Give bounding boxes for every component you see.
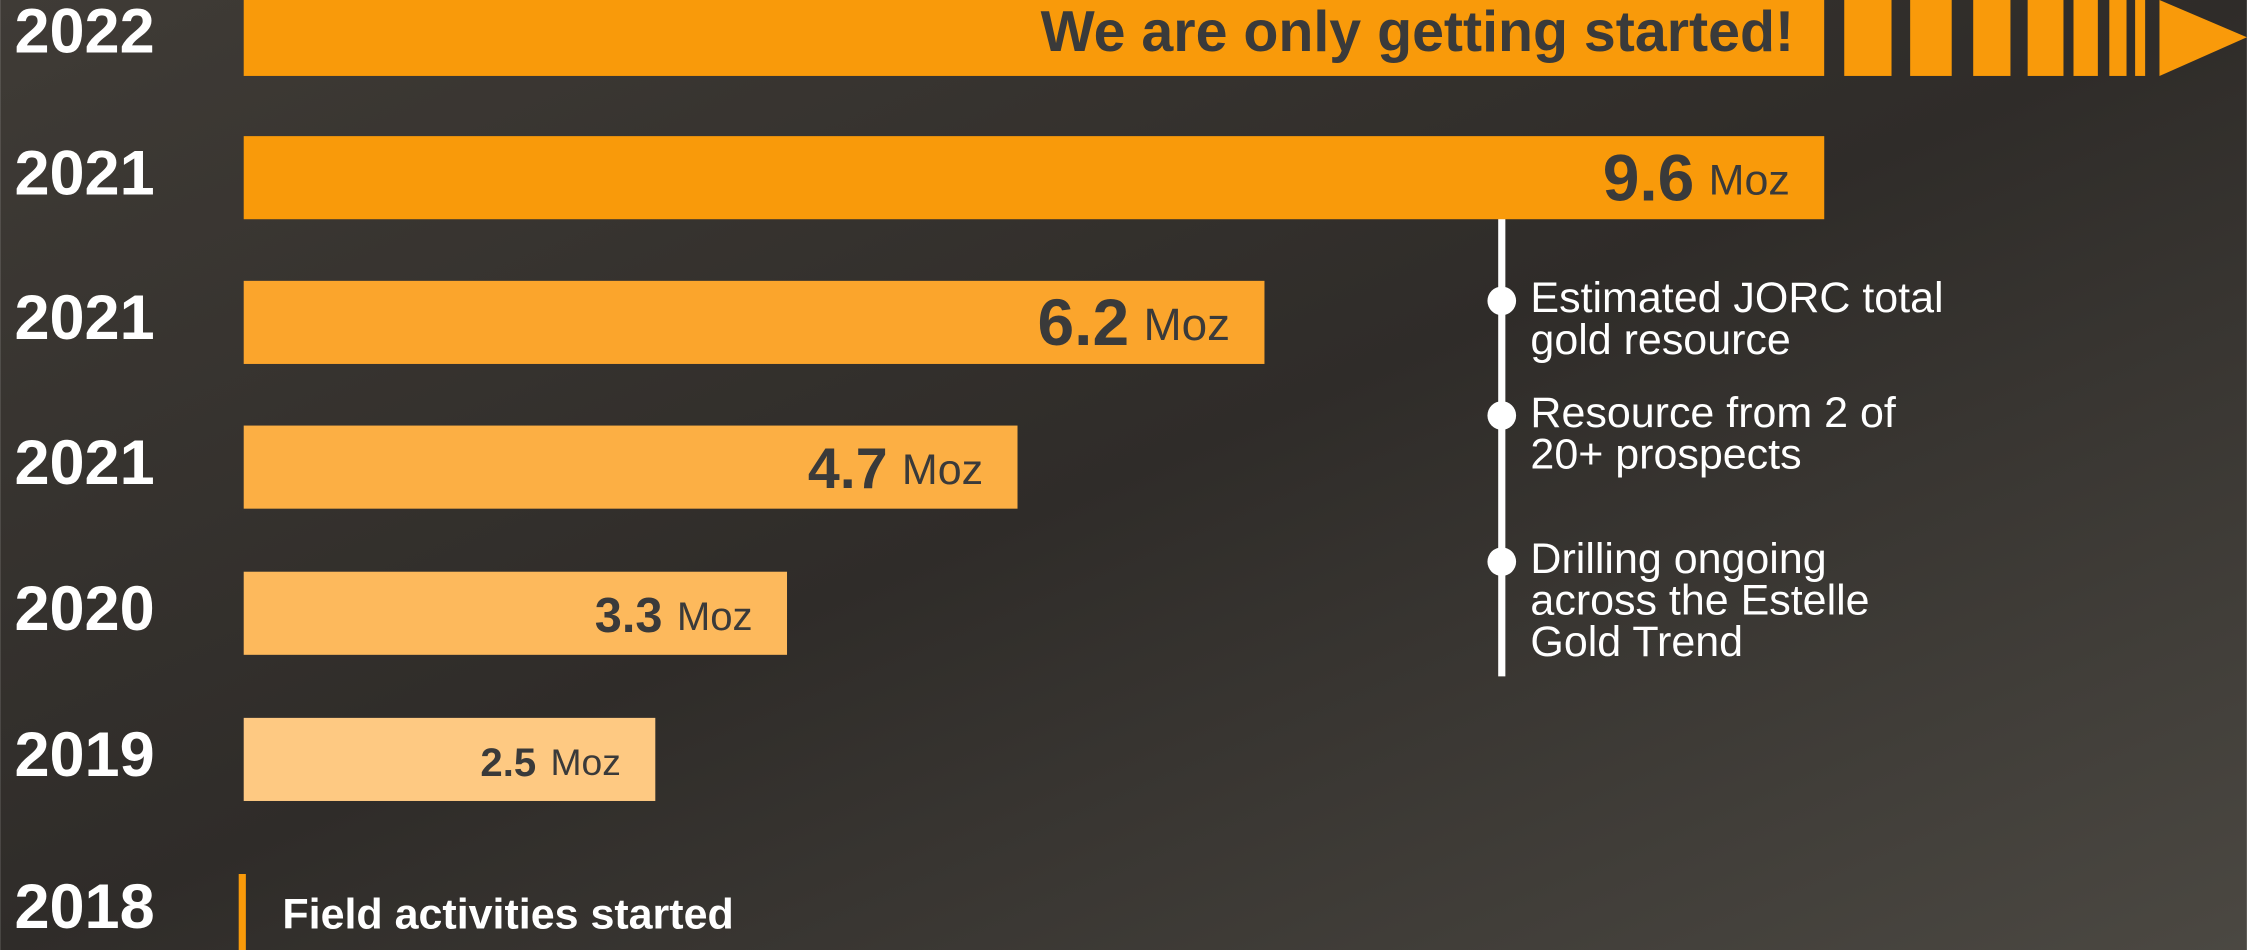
value-number: 9.6 bbox=[1603, 141, 1695, 215]
year-label: 2021 bbox=[14, 283, 154, 353]
timeline-dot bbox=[1487, 547, 1517, 577]
year-label: 2020 bbox=[14, 574, 154, 644]
note-text: 20+ prospects bbox=[1530, 430, 1801, 478]
year-label: 2021 bbox=[14, 428, 154, 498]
note-text: gold resource bbox=[1530, 316, 1790, 364]
bar bbox=[243, 425, 1018, 509]
value-unit: Moz bbox=[551, 741, 621, 783]
note-text: Resource from 2 of bbox=[1530, 389, 1895, 437]
value-number: 3.3 bbox=[595, 589, 663, 643]
year-label: 2018 bbox=[14, 872, 154, 942]
value-unit: Moz bbox=[902, 446, 983, 494]
year-label: 2022 bbox=[14, 0, 154, 66]
value-label: 6.2 Moz bbox=[1038, 286, 1231, 360]
banner-arrow bbox=[1844, 0, 2247, 76]
note-text: Estimated JORC total bbox=[1530, 274, 1943, 322]
year-label: 2021 bbox=[14, 138, 154, 208]
value-number: 2.5 bbox=[480, 740, 536, 785]
banner-text: We are only getting started! bbox=[1041, 0, 1794, 64]
value-number: 6.2 bbox=[1038, 286, 1130, 360]
timeline-dot bbox=[1487, 286, 1517, 316]
note-text: Gold Trend bbox=[1530, 618, 1743, 666]
value-label: 3.3 Moz bbox=[595, 589, 753, 643]
bar bbox=[243, 717, 656, 801]
value-unit: Moz bbox=[677, 594, 753, 639]
value-label: 9.6 Moz bbox=[1603, 141, 1790, 215]
value-unit: Moz bbox=[1143, 298, 1230, 350]
note-text: across the Estelle bbox=[1530, 577, 1869, 625]
note-text: Drilling ongoing bbox=[1530, 535, 1826, 583]
milestone-text: Field activities started bbox=[282, 890, 733, 938]
banner bbox=[243, 0, 1825, 76]
bar bbox=[243, 571, 788, 655]
value-label: 2.5 Moz bbox=[480, 740, 620, 785]
value-unit: Moz bbox=[1709, 157, 1790, 205]
bar bbox=[243, 136, 1825, 220]
value-label: 4.7 Moz bbox=[808, 437, 983, 501]
value-number: 4.7 bbox=[808, 437, 888, 501]
timeline-dot bbox=[1487, 401, 1517, 430]
bar bbox=[243, 280, 1265, 364]
year-label: 2019 bbox=[14, 720, 154, 790]
